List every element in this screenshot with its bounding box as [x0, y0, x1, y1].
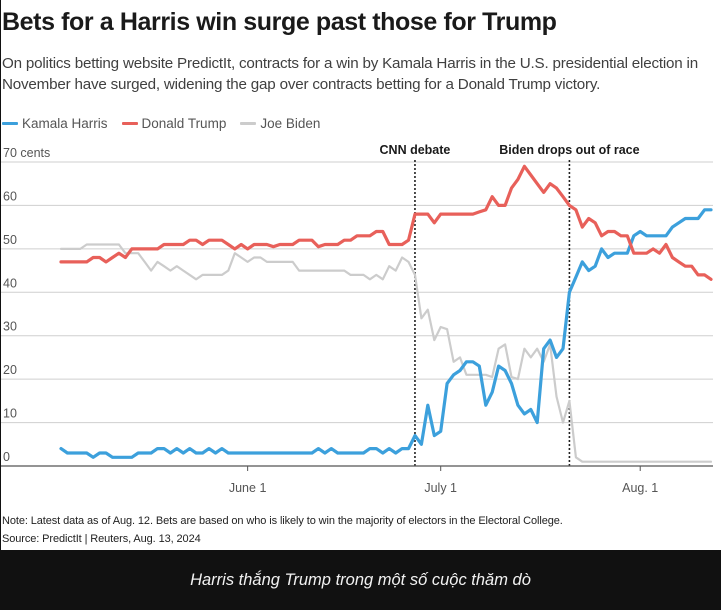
chart-title: Bets for a Harris win surge past those f… — [2, 8, 557, 36]
y-tick-label: 10 — [3, 407, 17, 421]
series-line-harris — [59, 208, 713, 459]
x-tick-label: June 1 — [229, 481, 267, 495]
footnote: Note: Latest data as of Aug. 12. Bets ar… — [2, 515, 563, 527]
chart-subtitle: On politics betting website PredictIt, c… — [2, 55, 698, 93]
y-tick-label: 70 cents — [3, 146, 50, 160]
annotations: CNN debate Biden drops out of race — [380, 143, 640, 466]
image-caption: Harris thắng Trump trong một số cuộc thă… — [190, 570, 531, 589]
legend-item-harris: Kamala Harris — [2, 116, 108, 131]
x-tick-label: July 1 — [424, 481, 457, 495]
legend-swatch-biden — [240, 122, 257, 125]
y-tick-label: 0 — [3, 450, 10, 464]
legend-label-harris: Kamala Harris — [22, 116, 108, 131]
legend-swatch-harris — [2, 122, 18, 125]
y-tick-label: 40 — [3, 276, 17, 290]
legend: Kamala Harris Donald Trump Joe Biden — [2, 116, 334, 131]
legend-item-biden: Joe Biden — [240, 116, 320, 131]
x-axis: June 1 July 1 Aug. 1 — [1, 465, 713, 495]
legend-swatch-trump — [121, 122, 138, 125]
y-axis-ticks: 0 10 20 30 40 50 60 70 cents — [3, 146, 50, 464]
y-tick-label: 30 — [3, 320, 17, 334]
x-tick-label: Aug. 1 — [622, 481, 658, 495]
line-chart: 0 10 20 30 40 50 60 70 cents CNN debate Biden dr… — [1, 143, 713, 495]
gridlines — [1, 161, 713, 424]
series-line-trump — [59, 164, 713, 281]
y-tick-label: 50 — [3, 233, 17, 247]
source-line: Source: PredictIt | Reuters, Aug. 13, 20… — [2, 533, 201, 545]
legend-item-trump: Donald Trump — [121, 116, 227, 131]
legend-label-trump: Donald Trump — [141, 116, 227, 131]
annotation-label-1: Biden drops out of race — [499, 143, 639, 157]
legend-label-biden: Joe Biden — [260, 116, 321, 131]
y-tick-label: 20 — [3, 363, 17, 377]
chart-card: Bets for a Harris win surge past those f… — [1, 0, 721, 550]
y-tick-label: 60 — [3, 189, 17, 203]
annotation-label-0: CNN debate — [380, 143, 451, 157]
series-lines — [59, 164, 713, 463]
series-line-biden — [59, 243, 713, 463]
